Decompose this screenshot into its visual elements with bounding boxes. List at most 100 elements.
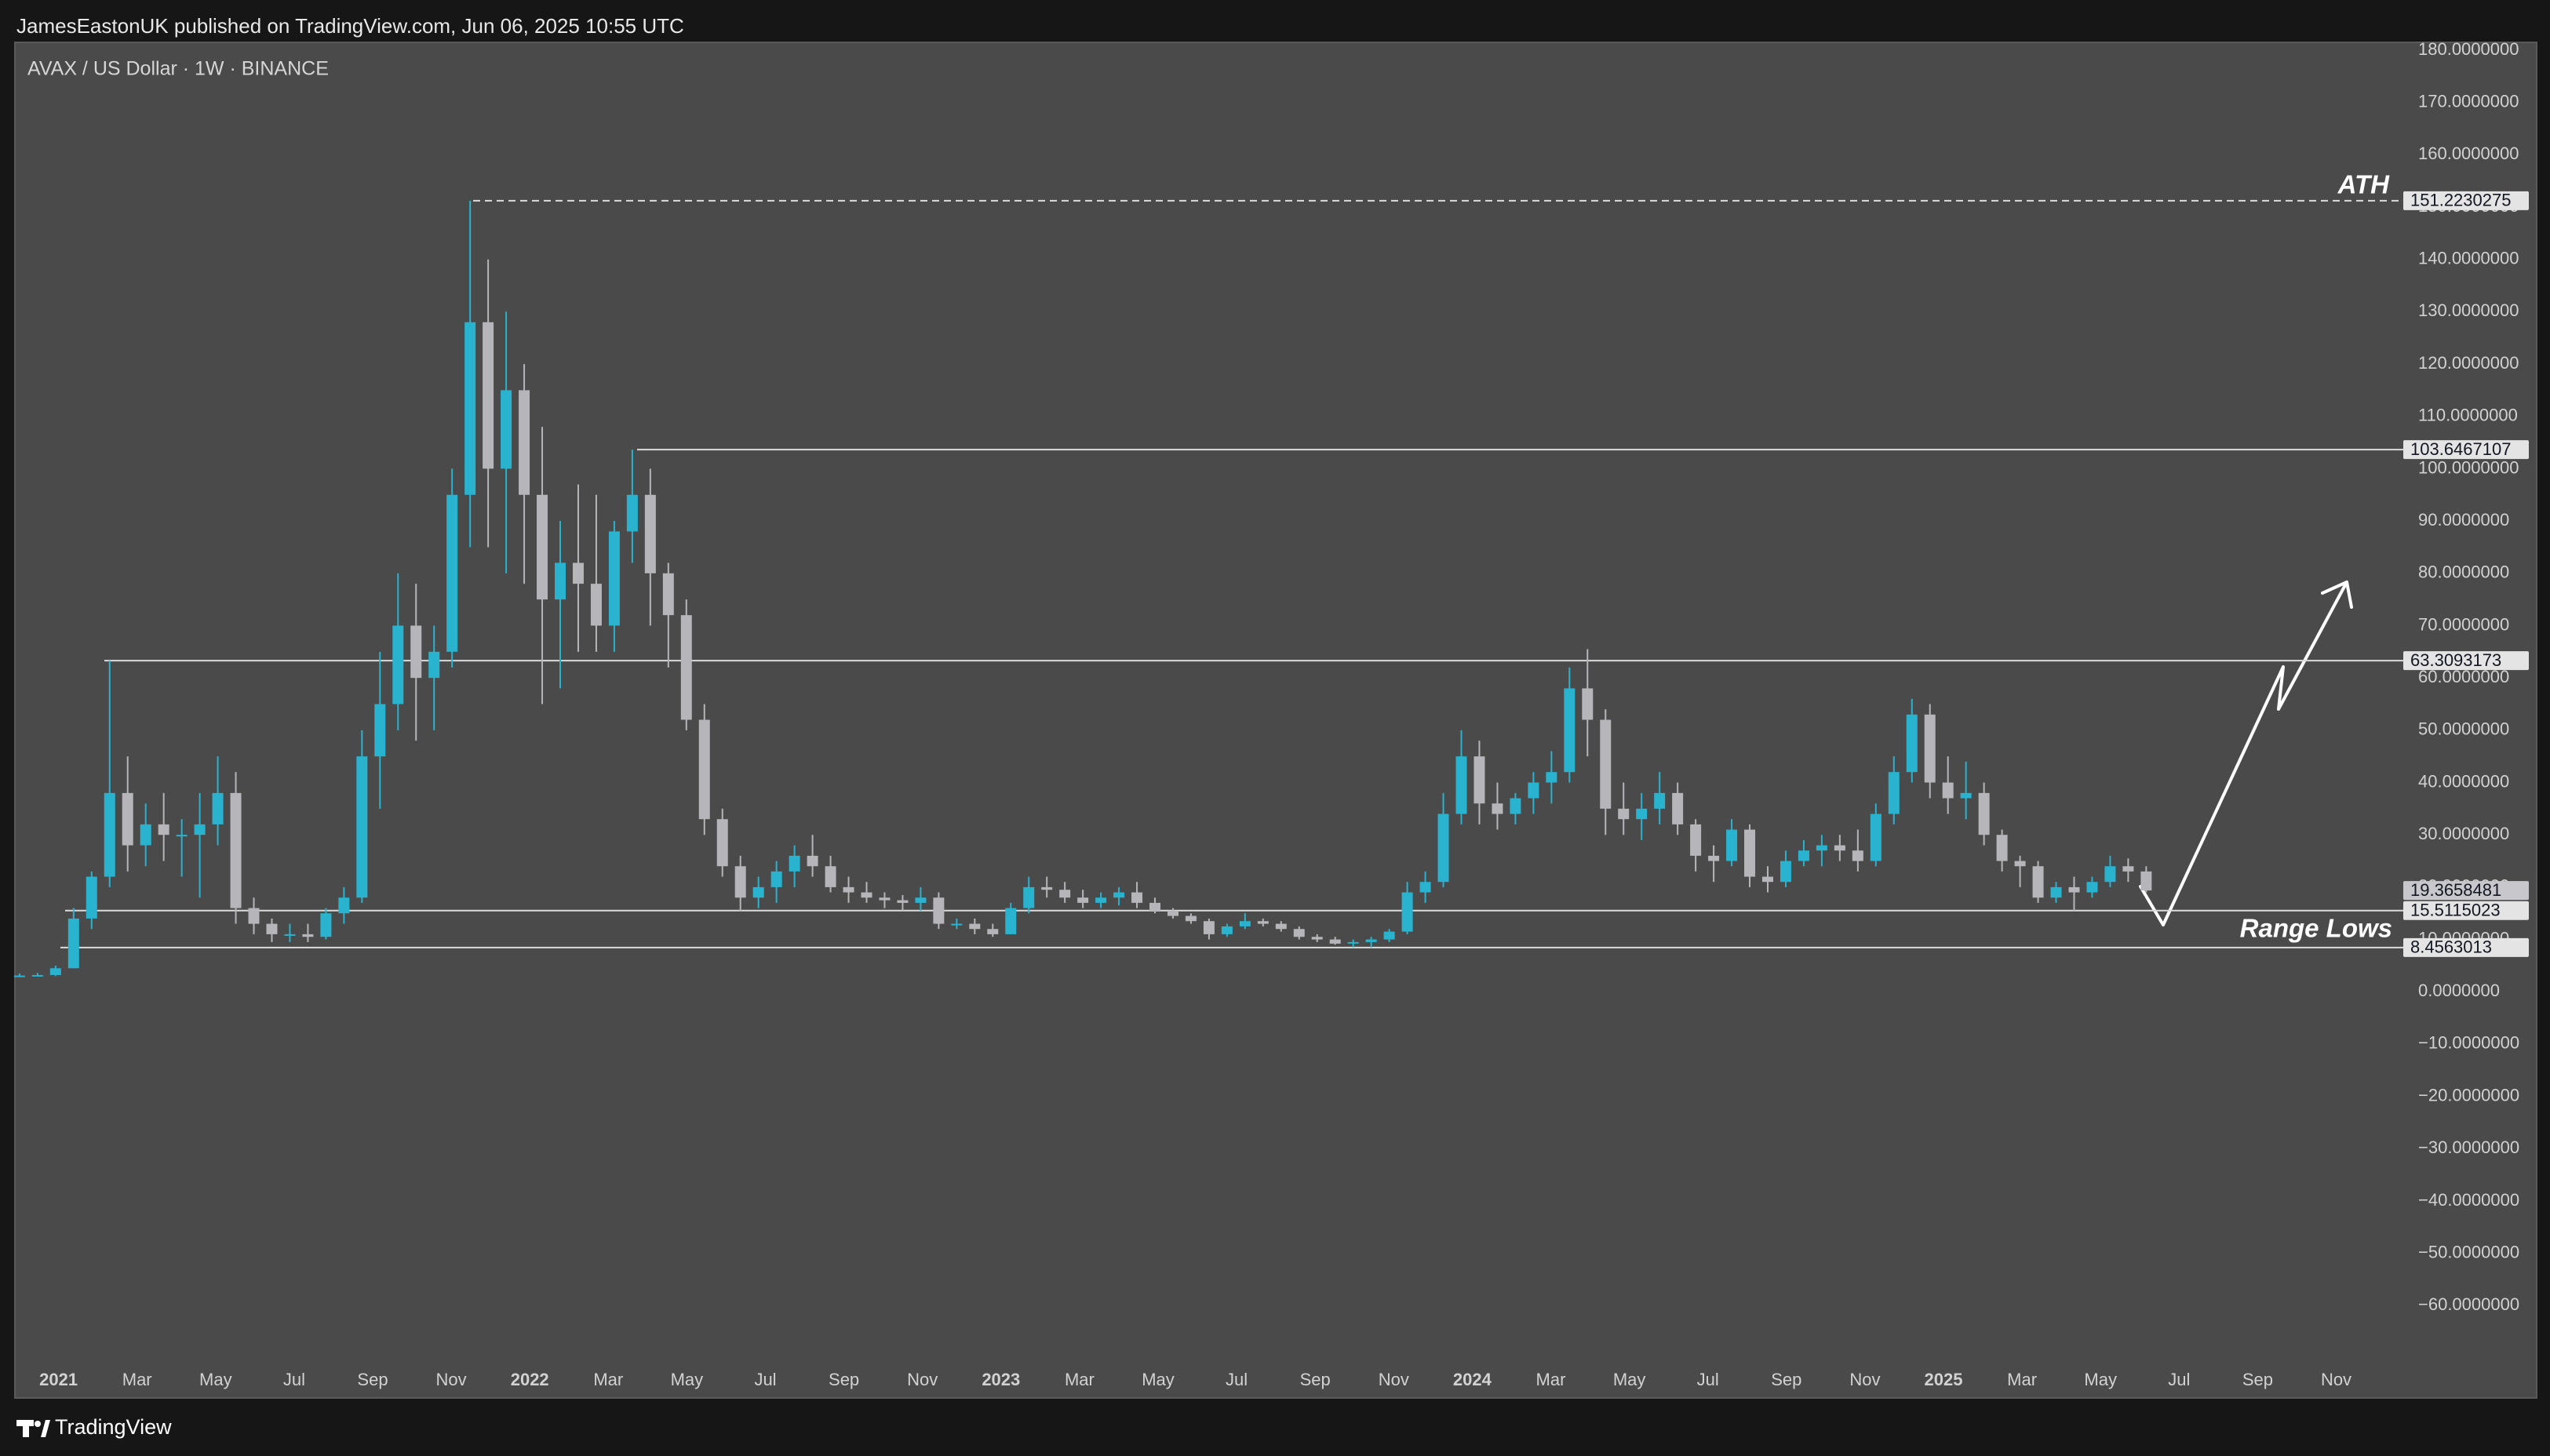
candle-body	[1437, 814, 1449, 883]
candle-body	[1275, 923, 1287, 930]
candle-body	[1708, 855, 1720, 861]
x-tick-label: 2024	[1453, 1370, 1492, 1389]
y-tick-label: 70.0000000	[2418, 614, 2509, 634]
candle-body	[861, 892, 872, 898]
candle-body	[1618, 808, 1630, 820]
x-tick-label: Sep	[1300, 1370, 1331, 1389]
candle-body	[1546, 772, 1557, 783]
candle-body	[537, 494, 548, 600]
candle-body	[2122, 866, 2134, 872]
x-tick-label: 2021	[39, 1370, 78, 1389]
candle-body	[752, 886, 764, 898]
x-tick-label: Mar	[593, 1370, 623, 1389]
candle-body	[555, 562, 566, 600]
candle-body	[464, 322, 476, 495]
candle-body	[140, 824, 151, 846]
candle-body	[519, 390, 530, 495]
candle-body	[104, 792, 115, 877]
candle-body	[1221, 926, 1233, 934]
candle-body	[194, 824, 206, 835]
candle-body	[1654, 792, 1666, 809]
candle-body	[2104, 866, 2116, 883]
candle-body	[1257, 921, 1269, 924]
x-tick-label: May	[199, 1370, 232, 1389]
candle-body	[680, 615, 692, 720]
candle-body	[266, 923, 278, 934]
y-tick-label: −60.0000000	[2418, 1294, 2519, 1314]
price-label: 15.5115023	[2410, 901, 2501, 920]
candle-body	[734, 866, 746, 898]
candle-body	[698, 719, 710, 820]
y-tick-label: 110.0000000	[2418, 406, 2518, 425]
candle-body	[49, 968, 61, 975]
candle-body	[1942, 782, 1954, 799]
y-tick-label: −20.0000000	[2418, 1085, 2519, 1105]
y-tick-label: 120.0000000	[2418, 353, 2519, 373]
candle-body	[1726, 829, 1738, 861]
candle-body	[1455, 756, 1467, 814]
candle-body	[1059, 890, 1071, 898]
candle-body	[1474, 756, 1485, 804]
x-tick-label: Jul	[1697, 1370, 1719, 1389]
x-tick-label: Sep	[829, 1370, 859, 1389]
candle-body	[1888, 772, 1900, 814]
logo-slash	[41, 1420, 50, 1437]
candle-body	[1996, 835, 2008, 861]
candle-body	[320, 913, 332, 937]
x-tick-label: Nov	[1849, 1370, 1880, 1389]
candle-body	[410, 625, 422, 679]
price-label: 103.6467107	[2410, 439, 2511, 459]
candle-body	[897, 900, 909, 903]
price-label-box	[2403, 937, 2529, 957]
candles	[13, 200, 2152, 977]
candle-body	[1906, 714, 1918, 773]
arrow-path	[2139, 581, 2348, 926]
y-tick-label: −10.0000000	[2418, 1033, 2519, 1053]
candle-body	[1239, 921, 1251, 926]
candle-body	[987, 929, 999, 934]
candle-body	[230, 792, 242, 908]
candle-body	[1672, 792, 1684, 824]
candle-body	[626, 494, 638, 532]
y-tick-label: 60.0000000	[2418, 667, 2509, 686]
price-label: 151.2230275	[2410, 191, 2511, 210]
candle-body	[2068, 886, 2080, 893]
logo-stem	[23, 1420, 29, 1437]
y-tick-label: 180.0000000	[2418, 39, 2519, 59]
candle-body	[1041, 886, 1053, 890]
candle-body	[1690, 824, 1702, 856]
x-tick-label: 2025	[1925, 1370, 1963, 1389]
x-tick-label: Nov	[2321, 1370, 2351, 1389]
x-tick-label: Nov	[436, 1370, 467, 1389]
candle-body	[1870, 814, 1882, 861]
y-tick-label: −50.0000000	[2418, 1242, 2519, 1261]
candle-body	[572, 562, 584, 584]
x-tick-label: May	[671, 1370, 704, 1389]
x-tick-label: Sep	[357, 1370, 388, 1389]
y-tick-label: 100.0000000	[2418, 457, 2519, 477]
candle-body	[1636, 808, 1648, 820]
candle-body	[1023, 886, 1035, 908]
x-tick-label: May	[1142, 1370, 1175, 1389]
candle-body	[1852, 850, 1863, 861]
candle-body	[356, 756, 368, 898]
candle-body	[879, 897, 891, 901]
candle-body	[1960, 792, 1972, 799]
x-tick-label: Sep	[1771, 1370, 1801, 1389]
candle-body	[2032, 866, 2044, 898]
x-tick-label: Mar	[2007, 1370, 2037, 1389]
candle-body	[843, 886, 854, 893]
candle-body	[1365, 939, 1377, 942]
level-note: Range Lows	[2240, 914, 2392, 943]
x-tick-label: May	[2084, 1370, 2117, 1389]
header-text: JamesEastonUK published on TradingView.c…	[16, 14, 684, 38]
candle-body	[1347, 941, 1359, 944]
y-tick-label: 0.0000000	[2418, 981, 2500, 1000]
candle-body	[933, 897, 945, 924]
level-note: ATH	[2337, 170, 2391, 199]
candle-body	[1798, 850, 1809, 861]
candle-body	[1600, 719, 1612, 809]
candle-body	[1149, 902, 1161, 911]
chart-panel	[14, 42, 2537, 1399]
price-label-box	[2403, 901, 2529, 920]
